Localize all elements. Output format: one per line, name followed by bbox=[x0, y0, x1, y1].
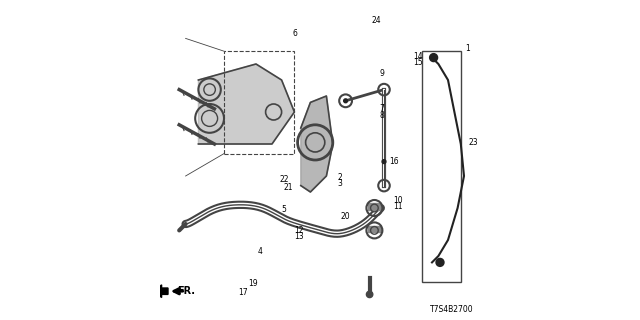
Circle shape bbox=[382, 160, 386, 164]
Text: 3: 3 bbox=[338, 180, 342, 188]
Circle shape bbox=[367, 291, 372, 298]
Circle shape bbox=[436, 259, 444, 266]
Text: 15: 15 bbox=[413, 58, 422, 67]
Circle shape bbox=[430, 54, 438, 61]
Text: 16: 16 bbox=[388, 157, 399, 166]
Text: 21: 21 bbox=[283, 183, 292, 192]
Text: 22: 22 bbox=[280, 175, 289, 184]
Text: 12: 12 bbox=[294, 226, 304, 235]
FancyArrow shape bbox=[155, 285, 168, 298]
Text: FR.: FR. bbox=[178, 286, 196, 296]
Circle shape bbox=[344, 99, 348, 103]
Text: 1: 1 bbox=[466, 44, 470, 52]
Text: 20: 20 bbox=[340, 212, 351, 220]
Text: 24: 24 bbox=[371, 16, 381, 25]
Text: 10: 10 bbox=[394, 196, 403, 204]
Text: 8: 8 bbox=[380, 111, 384, 120]
Polygon shape bbox=[198, 64, 294, 144]
Text: 4: 4 bbox=[258, 247, 262, 256]
Bar bbox=[368, 226, 381, 232]
Text: 5: 5 bbox=[282, 205, 287, 214]
Bar bbox=[368, 203, 381, 210]
Polygon shape bbox=[301, 96, 333, 192]
Text: 23: 23 bbox=[468, 138, 479, 147]
Text: 17: 17 bbox=[239, 288, 248, 297]
Text: 14: 14 bbox=[413, 52, 422, 60]
Text: 19: 19 bbox=[248, 279, 258, 288]
Text: 11: 11 bbox=[394, 202, 403, 211]
Text: 13: 13 bbox=[294, 232, 304, 241]
Text: 7: 7 bbox=[380, 104, 384, 113]
Text: 9: 9 bbox=[380, 69, 384, 78]
Text: 2: 2 bbox=[338, 173, 342, 182]
Text: 6: 6 bbox=[292, 29, 298, 38]
Text: T7S4B2700: T7S4B2700 bbox=[430, 305, 474, 314]
